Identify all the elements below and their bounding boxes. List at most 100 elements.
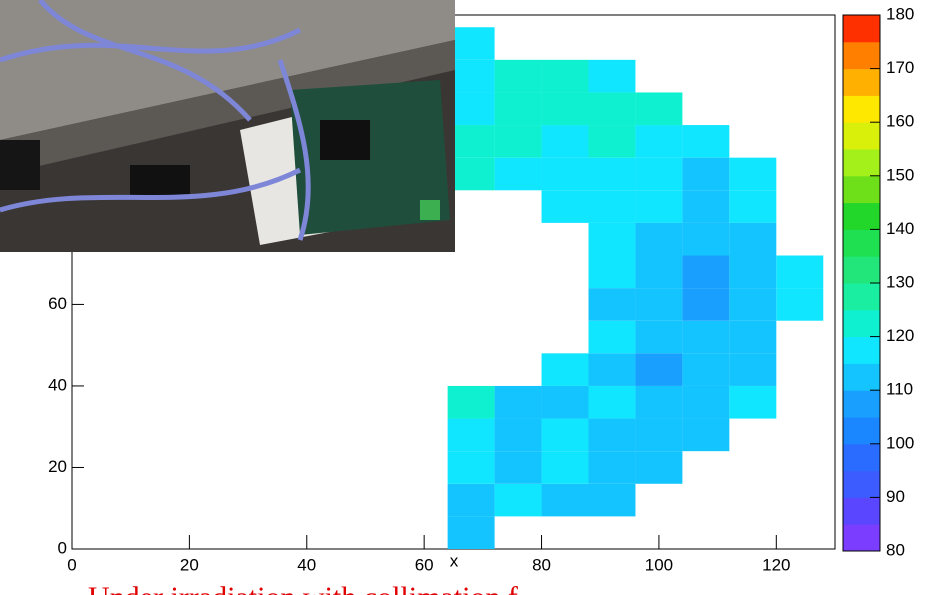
- z-tick-label: 140: [886, 219, 914, 238]
- cell: [588, 222, 636, 256]
- colorbar-segment: [843, 68, 880, 96]
- colorbar-segment: [843, 524, 880, 552]
- x-tick-label: 0: [67, 555, 76, 574]
- cell: [541, 125, 589, 158]
- cell: [635, 255, 683, 289]
- cell: [541, 157, 589, 191]
- cell: [588, 385, 636, 419]
- colorbar-segment: [843, 256, 880, 284]
- cell: [588, 92, 636, 126]
- cell: [494, 451, 542, 484]
- cell: [635, 92, 683, 126]
- z-tick-label: 160: [886, 112, 914, 131]
- cell: [541, 92, 589, 126]
- cell: [729, 157, 777, 191]
- cell: [447, 59, 495, 93]
- y-tick-label: 20: [48, 457, 67, 476]
- cell: [588, 288, 636, 321]
- cell: [541, 483, 589, 517]
- cell: [541, 451, 589, 484]
- cell: [494, 483, 542, 517]
- z-tick-label: 100: [886, 433, 914, 452]
- cell: [682, 190, 730, 223]
- cell: [588, 157, 636, 191]
- cell: [729, 190, 777, 223]
- cell: [635, 320, 683, 354]
- cell: [588, 190, 636, 223]
- colorbar-segment: [843, 470, 880, 498]
- cell: [682, 288, 730, 321]
- cell: [447, 125, 495, 158]
- cell: [682, 418, 730, 452]
- cell: [682, 353, 730, 386]
- z-tick-label: 180: [886, 4, 914, 23]
- cell: [494, 92, 542, 126]
- heatmap: [447, 27, 824, 549]
- colorbar-segment: [843, 336, 880, 364]
- x-tick-label: 120: [762, 555, 790, 574]
- y-tick-label: 40: [48, 375, 67, 394]
- cell: [541, 190, 589, 223]
- cell: [588, 418, 636, 452]
- colorbar-segment: [843, 175, 880, 204]
- z-tick-label: 130: [886, 272, 914, 291]
- colorbar-segment: [843, 229, 880, 257]
- x-tick-label: 20: [180, 555, 199, 574]
- cell: [588, 255, 636, 289]
- cell: [447, 385, 495, 419]
- cell: [729, 353, 777, 386]
- cell: [635, 353, 683, 386]
- cell: [447, 418, 495, 452]
- cell: [447, 451, 495, 484]
- z-tick-label: 90: [886, 487, 905, 506]
- colorbar-segment: [843, 149, 880, 177]
- cell: [541, 353, 589, 386]
- cell: [635, 288, 683, 321]
- photo-overlay: [0, 0, 455, 252]
- x-tick-label: 40: [297, 555, 316, 574]
- colorbar-segment: [843, 443, 880, 472]
- cell: [776, 255, 824, 289]
- z-tick-label: 80: [886, 540, 905, 559]
- cell: [494, 385, 542, 419]
- cell: [588, 353, 636, 386]
- y-tick-label: 0: [58, 538, 67, 557]
- cell: [729, 222, 777, 256]
- colorbar-segment: [843, 202, 880, 230]
- x-tick-label: 100: [645, 555, 673, 574]
- cell: [588, 451, 636, 484]
- cell: [447, 483, 495, 517]
- colorbar-segment: [843, 95, 880, 123]
- cell: [682, 255, 730, 289]
- x-axis-label: x: [450, 551, 459, 570]
- cell: [635, 157, 683, 191]
- cell: [494, 59, 542, 93]
- x-tick-label: 60: [415, 555, 434, 574]
- cell: [635, 385, 683, 419]
- cell: [682, 222, 730, 256]
- cell: [494, 418, 542, 452]
- cell: [729, 320, 777, 354]
- cell: [729, 255, 777, 289]
- cell: [682, 125, 730, 158]
- cell: [541, 59, 589, 93]
- colorbar-segment: [843, 497, 880, 525]
- cell: [635, 190, 683, 223]
- cell: [588, 125, 636, 158]
- cell: [588, 320, 636, 354]
- cell: [776, 288, 824, 321]
- colorbar-segment: [843, 15, 880, 43]
- cell: [541, 385, 589, 419]
- cell: [682, 157, 730, 191]
- cell: [635, 125, 683, 158]
- cell: [494, 125, 542, 158]
- colorbar-segment: [843, 122, 880, 150]
- z-tick-label: 120: [886, 326, 914, 345]
- x-tick-label: 80: [532, 555, 551, 574]
- z-tick-label: 110: [886, 380, 913, 399]
- cell: [682, 320, 730, 354]
- z-tick-label: 150: [886, 165, 914, 184]
- cell: [447, 92, 495, 126]
- cell: [588, 59, 636, 93]
